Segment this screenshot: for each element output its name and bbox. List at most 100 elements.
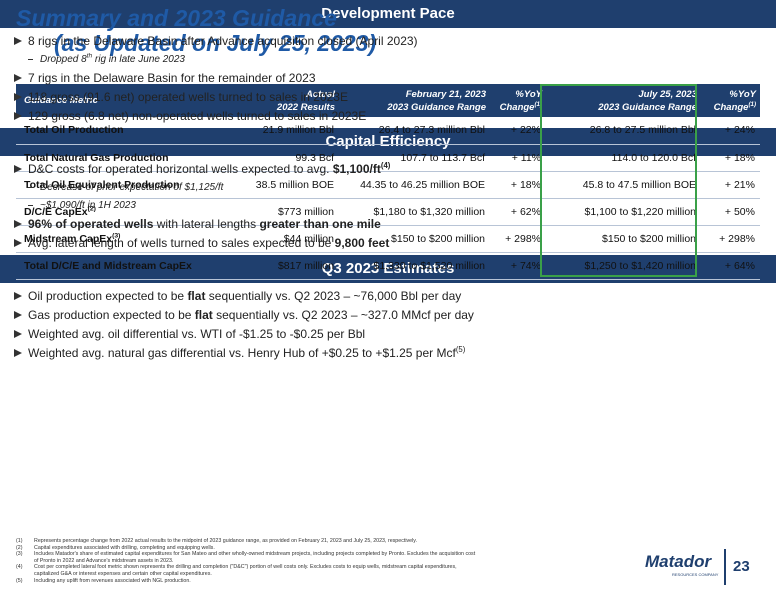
text-run: ~$1,090/ft in 1H 2023 [40, 200, 136, 211]
header-line: February 21, 2023 [405, 88, 486, 100]
text-run: 118 gross (91.6 net) operated wells turn… [28, 90, 348, 104]
metric-cell: Total D/C/E and Midstream CapEx [16, 252, 206, 280]
value-cell: $1,330 to $1,520 million [339, 252, 490, 280]
text-run: 129 gross (6.8 net) non-operated wells t… [28, 109, 367, 123]
value-cell: $44 million [206, 225, 339, 253]
header-line: 2023 Guidance Range [387, 101, 486, 113]
metric: Total D/C/E and Midstream CapEx [24, 259, 192, 272]
title: Summary and 2023 Guidance [16, 5, 337, 31]
text-run: 96% of operated wells [28, 217, 154, 231]
footnote: (1) Represents percentage change from 202… [16, 538, 476, 545]
bullet: Weighted avg. natural gas differential v… [14, 346, 764, 361]
text-run: Dropped 8 [40, 54, 87, 65]
text-run: D&C costs for operated horizontal wells … [28, 162, 333, 176]
superscript: (1) [534, 100, 542, 108]
panel-body: D&C costs for operated horizontal wells … [0, 156, 776, 251]
bullet: Decrease of prior expectation of $1,125/… [14, 181, 764, 194]
value-cell: 44.35 to 46.25 million BOE [339, 171, 490, 199]
text-run: rig in late June 2023 [92, 54, 185, 65]
value-cell: 38.5 million BOE [206, 171, 339, 199]
separator [724, 549, 726, 585]
value-cell: $1,100 to $1,220 million [546, 198, 701, 226]
table-row: Total Oil Production 21.9 million Bbl 26.4… [16, 117, 760, 145]
text-run: sequentially vs. Q2 2023 – ~327.0 MMcf p… [212, 308, 474, 322]
footnote: (4) Cost per completed lateral foot metri… [16, 564, 476, 577]
title-block: Summary and 2023 Guidance (as Updated on… [16, 6, 376, 56]
table-row: Total Natural Gas Production 99.3 Bcf 107.… [16, 144, 760, 172]
bullet: 7 rigs in the Delaware Basin for the rem… [14, 71, 764, 86]
footnote-text: Includes Matador's share of estimated ca… [34, 551, 476, 564]
text-run: greater than one mile [259, 217, 381, 231]
header-line: %YoY [515, 88, 542, 100]
value-cell: + 11% [490, 144, 546, 172]
value-cell: + 24% [701, 117, 760, 145]
value-cell: + 21% [701, 171, 760, 199]
footnote-num: (1) [16, 538, 23, 544]
footnote-num: (3) [16, 551, 23, 558]
text-run: Weighted avg. oil differential vs. WTI o… [28, 327, 366, 341]
value-cell: $1,250 to $1,420 million [546, 252, 701, 280]
header-cell: %YoY Change(1) [701, 84, 760, 117]
bullet: Oil production expected to be flat seque… [14, 289, 764, 304]
table-row: D/C/E CapEx(2) $773 million $1,180 to $1,3… [16, 198, 760, 226]
superscript: (2) [87, 205, 96, 212]
metric-cell: D/C/E CapEx(2) [16, 198, 206, 226]
bullet: Avg. lateral length of wells turned to s… [14, 236, 764, 251]
text-run: $1,100/ft [332, 162, 381, 176]
header-cell: July 25, 2023 2023 Guidance Range [546, 84, 701, 117]
page-number: 23 [733, 558, 750, 575]
footnote: (2) Capital expenditures associated with … [16, 545, 476, 552]
value-cell: $817 million [206, 252, 339, 280]
panel-body: 8 rigs in the Delaware Basin after Advan… [0, 28, 776, 124]
bullet: 129 gross (6.8 net) non-operated wells t… [14, 109, 764, 124]
bullet: 8 rigs in the Delaware Basin after Advan… [14, 34, 764, 49]
footnote-num: (2) [16, 544, 23, 551]
metric: Midstream CapEx [24, 232, 113, 245]
footnote-text: Cost per completed lateral foot metric s… [34, 564, 457, 577]
value-cell: $773 million [206, 198, 339, 226]
value-cell: + 22% [490, 117, 546, 145]
superscript: (1) [748, 100, 756, 108]
panel: Development Pace 8 rigs in the Delaware B… [0, 0, 776, 124]
table-row: Midstream CapEx(3) $44 million $150 to $20… [16, 225, 760, 253]
text-run: Gas production expected to be [28, 308, 195, 322]
text-run: with lateral lengths [153, 217, 260, 231]
text-run: Decrease of prior expectation of $1,125/… [40, 182, 224, 193]
footnote: (5) Including any uplift from revenues as… [16, 578, 476, 585]
text-run: Avg. lateral length of wells turned to s… [28, 236, 335, 250]
superscript: (3) [112, 232, 121, 239]
value-cell: $150 to $200 million [339, 225, 490, 253]
value-cell: + 62% [490, 198, 546, 226]
footnote-text: Capital expenditures associated with dri… [34, 544, 215, 551]
value-cell: + 74% [490, 252, 546, 280]
value-cell: 99.3 Bcf [206, 144, 339, 172]
bullet: Dropped 8th rig in late June 2023 [14, 53, 764, 66]
guidance-table: Guidance Metric Actual 2022 Results Februar… [16, 84, 760, 280]
header-cell: Actual 2022 Results [206, 84, 339, 117]
value-cell: 26.4 to 27.3 million Bbl [339, 117, 490, 145]
value-cell: 107.7 to 113.7 Bcf [339, 144, 490, 172]
header-line: Actual [305, 88, 335, 100]
metric-cell: Total Natural Gas Production [16, 144, 206, 172]
metric-cell: Total Oil Production [16, 117, 206, 145]
table-row: Total D/C/E and Midstream CapEx $817 mill… [16, 252, 760, 280]
metric: Total Oil Equivalent Production [24, 178, 180, 191]
value-cell: + 18% [701, 144, 760, 172]
metric: D/C/E CapEx [24, 205, 88, 218]
footnote-text: Including any uplift from revenues assoc… [34, 577, 191, 584]
logo-sub: RESOURCES COMPANY [672, 572, 719, 577]
header-line: Change [499, 101, 535, 113]
bullet: Gas production expected to be flat seque… [14, 308, 764, 323]
header-line: %YoY [729, 88, 756, 100]
value-cell: 114.0 to 120.0 Bcf [546, 144, 701, 172]
header-cell: Guidance Metric [16, 84, 206, 117]
footnote: (3) Includes Matador's share of estimated… [16, 551, 476, 564]
footnote-text: Represents percentage change from 2022 a… [34, 538, 417, 544]
metric: Total Oil Production [24, 124, 124, 137]
text-run: flat [187, 289, 206, 303]
value-cell: $1,180 to $1,320 million [339, 198, 490, 226]
text-run: 9,800 feet [334, 236, 390, 250]
value-cell: 26.8 to 27.5 million Bbl [546, 117, 701, 145]
header-line: 2023 Guidance Range [598, 101, 697, 113]
value-cell: $150 to $200 million [546, 225, 701, 253]
